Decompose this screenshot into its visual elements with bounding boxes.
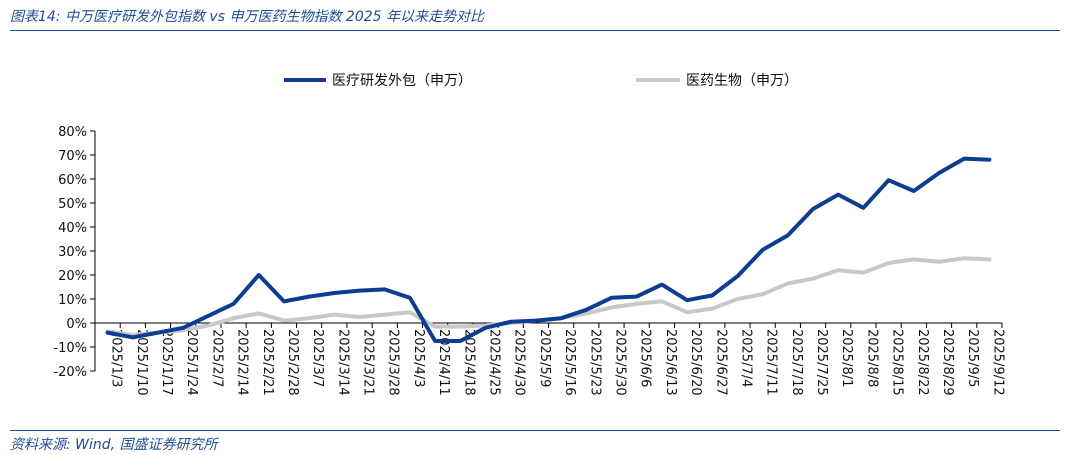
y-tick-label: 70% [58,149,87,164]
x-tick-label: 2025/9/5 [965,329,980,387]
y-tick-label: 30% [58,245,87,260]
x-tick-label: 2025/8/29 [940,329,955,396]
axes: 80% 70% 60% 50% 40% 30% 20% 10% 0% -10% -20% 2025/1… [53,125,1005,396]
x-tick-label: 2025/3/7 [310,329,325,387]
x-tick-label: 2025/8/8 [864,329,879,387]
figure-title: 图表14: 中万医疗研发外包指数 vs 申万医药生物指数 2025 年以来走势对… [10,9,484,25]
x-tick-label: 2025/7/25 [814,329,829,396]
y-tick-label: 20% [58,269,87,284]
x-tick-label: 2025/2/7 [209,329,224,387]
x-tick-label: 2025/5/16 [562,329,577,396]
x-tick-label: 2025/4/30 [512,329,527,396]
x-tick-label: 2025/2/14 [235,329,250,396]
x-tick-label: 2025/2/28 [285,329,300,396]
legend-label-series-2: 医药生物（申万） [686,73,798,89]
x-tick-label: 2025/5/30 [612,329,627,396]
x-tick-label: 2025/6/20 [688,329,703,396]
x-tick-label: 2025/3/21 [361,329,376,396]
x-tick-label: 2025/5/23 [587,329,602,396]
y-tick-label: 40% [58,221,87,236]
x-tick-label: 2025/8/22 [915,329,930,396]
x-tick-label: 2025/4/3 [411,329,426,387]
y-tick-label: 10% [58,293,87,308]
x-tick-label: 2025/6/13 [663,329,678,396]
y-tick-label: 50% [58,197,87,212]
y-tick-label: 60% [58,173,87,188]
x-tick-label: 2025/1/17 [159,329,174,396]
x-tick-label: 2025/2/21 [260,329,275,396]
x-tick-label: 2025/7/11 [764,329,779,396]
x-tick-label: 2025/5/9 [537,329,552,387]
x-tick-label: 2025/3/28 [386,329,401,396]
x-tick-label: 2025/6/6 [638,329,653,387]
x-tick-label: 2025/6/27 [713,329,728,396]
x-tick-label: 2025/1/3 [109,329,124,387]
x-tick-label: 2025/7/18 [789,329,804,396]
x-tick-label: 2025/1/24 [184,329,199,396]
series-line-1 [105,156,992,343]
series-layer [105,156,992,343]
x-tick-label: 2025/4/11 [436,329,451,396]
x-tick-label: 2025/4/25 [487,329,502,396]
source-note: 资料来源: Wind, 国盛证券研究所 [10,437,218,453]
y-tick-label: 0% [66,317,87,332]
x-tick-label: 2025/8/1 [839,329,854,387]
y-tick-label: -10% [53,341,87,356]
x-tick-label: 2025/3/14 [335,329,350,396]
x-tick-label: 2025/9/12 [990,329,1005,396]
bottom-rule [10,430,1060,431]
legend: 医疗研发外包（申万） 医药生物（申万） [284,73,798,89]
top-rule [10,30,1060,31]
x-tick-label: 2025/8/15 [890,329,905,396]
x-tick-label: 2025/1/10 [134,329,149,396]
y-tick-label: -20% [53,365,87,380]
y-tick-label: 80% [58,125,87,140]
x-tick-label: 2025/4/18 [461,329,476,396]
legend-label-series-1: 医疗研发外包（申万） [332,73,472,89]
x-tick-label: 2025/7/4 [738,329,753,387]
